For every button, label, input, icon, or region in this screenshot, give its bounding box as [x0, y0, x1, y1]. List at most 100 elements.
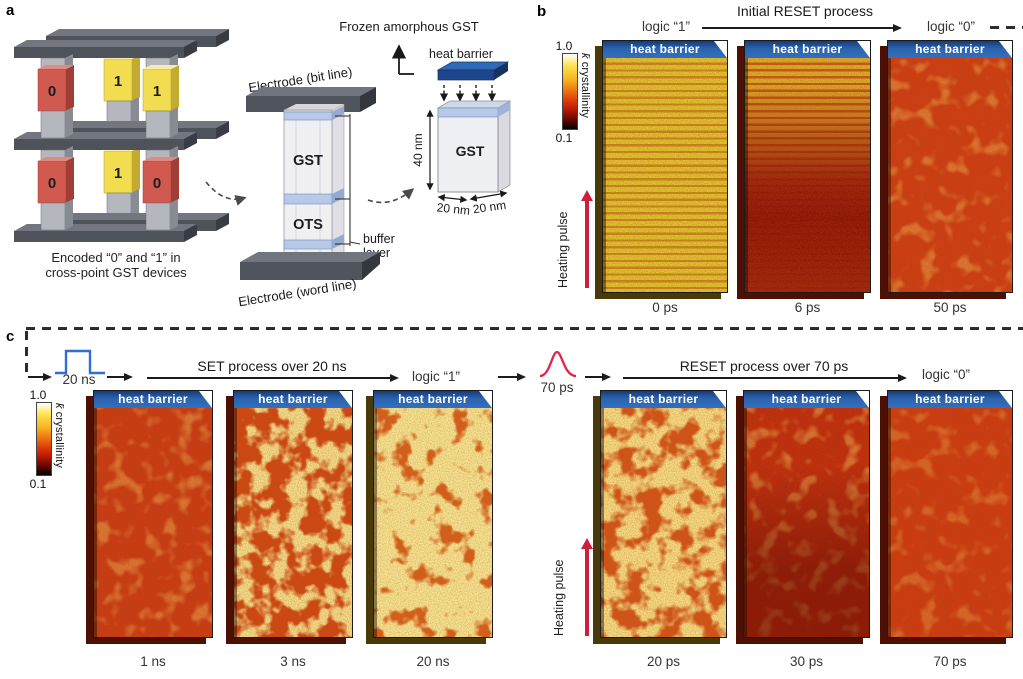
gst-texture-crystallized [374, 408, 492, 637]
dashed-arrow-array-to-device [205, 181, 247, 206]
heat-barrier-label: heat barrier [630, 42, 700, 56]
reset-process-title: RESET process over 70 ps [679, 358, 849, 374]
array-caption-line2: cross-point GST devices [45, 265, 187, 280]
panel-a-illustration: 0 1 1 0 1 0 Encoded “0” and “1” in cross… [14, 19, 512, 309]
panel-c-label: c [6, 328, 15, 345]
cell-digit: 1 [114, 165, 122, 182]
dim-20nm-w-label: 20 nm [436, 200, 471, 217]
colorbar-label-b: k̄ crystallinity [579, 53, 591, 173]
dim-20nm-d-label: 20 nm [472, 198, 507, 217]
k-symbol: k̄ [53, 403, 65, 409]
colorbar-b [562, 53, 578, 130]
heat-barrier-bar: heat barrier [745, 41, 870, 58]
heat-barrier-bar: heat barrier [744, 391, 869, 408]
set-process-arrow [147, 374, 399, 382]
heat-barrier-slab [436, 61, 510, 81]
time-label: 50 ps [933, 300, 967, 315]
melt-gradient-overlay [744, 408, 869, 637]
electrode-word-line-label: Electrode (word line) [237, 276, 357, 309]
array-caption-line1: Encoded “0” and “1” in [51, 250, 180, 265]
gst-mini-label: GST [456, 143, 485, 159]
time-label: 3 ns [280, 654, 306, 669]
arrow-after-set-pulse [107, 373, 133, 381]
logic-0-label-c: logic “0” [921, 367, 970, 382]
logic-1-label-b: logic “1” [641, 19, 690, 34]
gst-texture-amorphous-final [888, 408, 1012, 637]
time-label: 1 ns [140, 654, 166, 669]
heat-barrier-label: heat barrier [771, 392, 842, 406]
snapshot-b-0ps: heat barrier [595, 40, 728, 299]
array-front-pillar-row1-left [37, 54, 74, 139]
snapshot-c-70ps: heat barrier [880, 390, 1013, 644]
set-process-title: SET process over 20 ns [197, 358, 347, 374]
time-label: 20 ns [416, 654, 450, 669]
heat-barrier-label: heat barrier [628, 392, 699, 406]
heat-barrier-label: heat barrier [258, 392, 328, 406]
cell-digit: 1 [114, 73, 122, 90]
gst-texture-reset-start [601, 408, 726, 637]
cell-digit: 1 [153, 83, 161, 100]
cell-digit: 0 [48, 175, 56, 192]
array-front-pillar-row2-right [142, 146, 179, 231]
heat-barrier-label: heat barrier [915, 42, 985, 56]
logic-1-label-c: logic “1” [411, 369, 460, 384]
set-pulse-waveform [55, 349, 105, 375]
set-pulse-duration: 20 ns [62, 372, 96, 387]
gst-texture-amorphous [888, 58, 1012, 292]
heating-pulse-label-c: Heating pulse [552, 559, 566, 636]
heat-barrier-bar: heat barrier [888, 41, 1012, 58]
gst-texture-melting-reset [744, 408, 869, 637]
gst-texture-melting [745, 58, 870, 292]
time-label: 0 ps [652, 300, 678, 315]
heat-barrier-bar: heat barrier [374, 391, 492, 408]
time-label: 6 ps [794, 300, 821, 315]
colorbar-min-c: 0.1 [29, 477, 47, 491]
heat-barrier-bar: heat barrier [601, 391, 726, 408]
cell-digit: 0 [48, 83, 56, 100]
reset-process-arrow-b [702, 24, 902, 32]
heat-barrier-callout: heat barrier [429, 47, 493, 61]
panel-a-label: a [6, 2, 15, 19]
dashed-down-arrows [439, 85, 497, 102]
buffer-layer-pointer [335, 114, 361, 246]
device-pillar [283, 103, 345, 261]
time-label: 20 ps [646, 654, 681, 669]
gst-layer-label: GST [293, 153, 323, 169]
device-bottom-electrode [240, 252, 380, 280]
snapshot-c-30ps: heat barrier [736, 390, 870, 644]
cell-digit: 0 [153, 175, 161, 192]
colorbar-max-c: 1.0 [29, 388, 47, 402]
frozen-gst-title: Frozen amorphous GST [339, 19, 479, 34]
heating-pulse-arrow-b [581, 190, 593, 288]
up-arrow [391, 44, 414, 75]
colorbar-label-c: k̄ crystallinity [53, 403, 65, 523]
ots-layer-label: OTS [293, 217, 323, 233]
arrow-into-set-pulse [28, 373, 52, 381]
snapshot-c-20ps: heat barrier [593, 390, 727, 644]
heat-barrier-bar: heat barrier [94, 391, 212, 408]
crystallinity-label: crystallinity [53, 411, 65, 469]
heat-barrier-label: heat barrier [118, 392, 188, 406]
base-dimensions [437, 190, 508, 203]
array-front-pillar-row2-left [37, 146, 74, 231]
heat-barrier-label: heat barrier [915, 392, 985, 406]
gst-texture-crystalline [603, 58, 727, 292]
buffer-layer-label-line1: buffer [363, 232, 395, 246]
snapshot-b-50ps: heat barrier [880, 40, 1013, 299]
snapshot-c-1ns: heat barrier [86, 390, 213, 644]
dashed-connector-top-right [990, 26, 1023, 29]
crystallinity-label: crystallinity [579, 61, 591, 119]
logic-0-label-b: logic “0” [926, 19, 975, 34]
reset-pulse-waveform [539, 350, 577, 378]
gst-texture-nucleation [234, 408, 352, 637]
reset-process-arrow [623, 374, 907, 382]
colorbar-min-b: 0.1 [555, 131, 573, 145]
snapshot-c-3ns: heat barrier [226, 390, 353, 644]
reset-pulse-duration: 70 ps [540, 380, 574, 395]
time-label: 70 ps [933, 654, 967, 669]
colorbar-c [36, 402, 52, 476]
dashed-arrow-device-to-cell [367, 188, 415, 204]
heating-pulse-arrow-c [581, 538, 593, 636]
snapshot-b-6ps: heat barrier [737, 40, 871, 299]
colorbar-max-b: 1.0 [555, 39, 573, 53]
